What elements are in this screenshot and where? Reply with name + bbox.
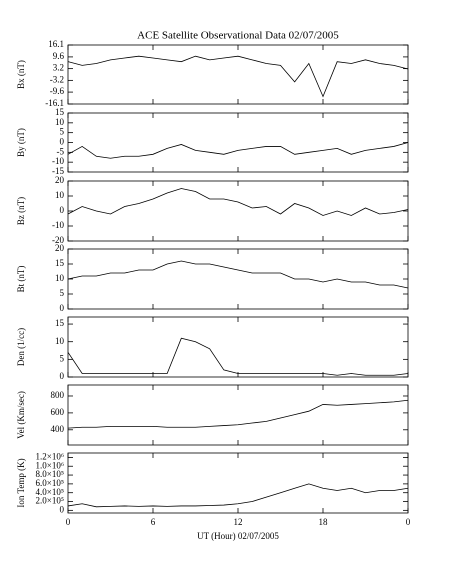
- y-tick-label: 16.1: [48, 39, 64, 49]
- y-tick-label: -9.6: [50, 86, 65, 96]
- y-tick-label: 0: [60, 303, 65, 313]
- y-tick-label: 800: [51, 390, 65, 400]
- y-tick-label: 20: [55, 243, 65, 253]
- y-axis-label: Bz (nT): [16, 197, 26, 225]
- y-axis-label: Ion Temp (K): [16, 458, 26, 507]
- y-tick-label: 9.6: [53, 51, 65, 61]
- data-line: [67, 142, 409, 159]
- x-tick-label: 12: [234, 517, 243, 527]
- panel-frame: [67, 112, 409, 173]
- y-tick-label: -15: [52, 166, 64, 176]
- y-tick-label: -16.1: [45, 98, 64, 108]
- y-tick-label: 10: [55, 190, 65, 200]
- y-tick-label: 15: [55, 258, 65, 268]
- y-tick-label: 0: [60, 205, 65, 215]
- data-line: [67, 399, 409, 429]
- x-axis-label: UT (Hour) 02/07/2005: [197, 531, 279, 541]
- y-axis-label: Den (1/cc): [16, 328, 26, 366]
- data-line: [67, 55, 409, 98]
- y-tick-label: 0: [60, 371, 65, 381]
- y-axis-label: By (nT): [16, 128, 26, 157]
- panel-frame: [67, 248, 409, 310]
- data-line: [67, 188, 409, 216]
- y-tick-label: 5: [60, 353, 65, 363]
- y-tick-label: 8.0×10⁵: [36, 469, 64, 479]
- y-tick-label: 600: [51, 407, 65, 417]
- y-tick-label: 400: [51, 424, 65, 434]
- y-tick-label: 0: [60, 137, 65, 147]
- y-tick-label: 1.2×10⁶: [36, 451, 64, 461]
- data-line: [67, 337, 409, 376]
- data-line: [67, 260, 409, 289]
- y-tick-label: -3.2: [50, 74, 64, 84]
- x-tick-label: 18: [319, 517, 329, 527]
- y-tick-label: 5: [60, 127, 65, 137]
- panel-frame: [67, 180, 409, 242]
- y-tick-label: 2.0×10⁵: [36, 496, 64, 506]
- y-tick-label: 3.2: [53, 63, 64, 73]
- y-tick-label: -5: [57, 146, 65, 156]
- y-tick-label: 15: [55, 107, 65, 117]
- y-tick-label: 10: [55, 273, 65, 283]
- x-tick-label: 0: [66, 517, 71, 527]
- y-tick-label: 0: [60, 504, 65, 514]
- x-tick-label: 6: [151, 517, 156, 527]
- y-tick-label: 10: [55, 336, 65, 346]
- y-tick-label: 15: [55, 318, 65, 328]
- panel-frame: [67, 316, 409, 378]
- chart-title: ACE Satellite Observational Data 02/07/2…: [137, 30, 339, 42]
- y-tick-label: 20: [55, 175, 65, 185]
- y-tick-label: 6.0×10⁵: [36, 478, 64, 488]
- y-tick-label: 4.0×10⁵: [36, 487, 64, 497]
- y-axis-label: Vel (Km/sec): [16, 391, 26, 439]
- y-axis-label: Bt (nT): [16, 266, 26, 293]
- y-tick-label: -10: [52, 156, 64, 166]
- y-axis-label: Bx (nT): [16, 60, 26, 89]
- y-tick-label: 1.0×10⁶: [36, 460, 64, 470]
- panel-frame: [67, 44, 409, 105]
- panel-frame: [67, 384, 409, 446]
- y-tick-label: 5: [60, 288, 65, 298]
- data-line: [67, 483, 409, 508]
- x-tick-label: 0: [406, 517, 411, 527]
- y-tick-label: 10: [55, 117, 65, 127]
- y-tick-label: -10: [52, 220, 64, 230]
- y-tick-label: -20: [52, 235, 64, 245]
